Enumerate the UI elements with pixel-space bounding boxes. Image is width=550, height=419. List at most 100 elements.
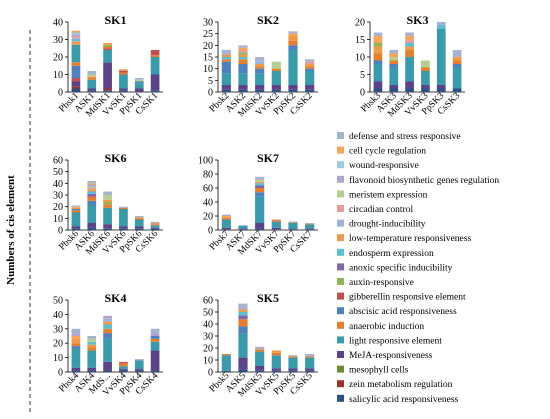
legend-swatch — [337, 336, 344, 344]
bar-segment — [221, 54, 231, 57]
bar-segment — [150, 74, 160, 91]
bar-segment — [255, 66, 265, 69]
bar-segment — [103, 90, 112, 92]
bar-segment — [71, 226, 81, 229]
sk4-ytick-label: 50 — [53, 296, 63, 307]
sk6-title: SK6 — [104, 151, 126, 165]
sk4-title: SK4 — [104, 291, 126, 305]
sk3-bar-ppsk3 — [436, 22, 446, 92]
bar-segment — [421, 88, 430, 92]
bar-segment — [405, 81, 414, 89]
bar-segment — [271, 370, 281, 372]
bar-segment — [119, 206, 128, 208]
bar-segment — [150, 225, 160, 228]
bar-segment — [103, 318, 112, 322]
bar-segment — [71, 86, 81, 89]
legend-label: salicylic acid responsiveness — [349, 395, 459, 405]
bar-segment — [87, 79, 97, 89]
legend-label: drought-inducibility — [349, 220, 426, 230]
bar-segment — [87, 197, 97, 201]
bar-segment — [288, 31, 298, 34]
legend-swatch — [337, 292, 344, 300]
bar-segment — [452, 64, 462, 68]
bar-segment — [255, 176, 265, 179]
bar-segment — [288, 33, 298, 36]
bar-segment — [389, 57, 399, 61]
bar-segment — [305, 357, 315, 369]
bar-segment — [405, 57, 414, 82]
bar-segment — [71, 30, 81, 33]
sk7-ytick-label: 0 — [208, 226, 213, 237]
bar-segment — [255, 64, 265, 67]
bar-segment — [238, 89, 248, 92]
bar-segment — [288, 228, 298, 230]
legend-label: gibberellin responsive element — [349, 293, 466, 303]
bar-segment — [134, 79, 144, 82]
legend-label: zein metabolism regulation — [349, 380, 453, 390]
bar-segment — [305, 71, 315, 85]
bar-segment — [238, 333, 248, 358]
bar-segment — [271, 229, 281, 230]
bar-segment — [150, 55, 160, 57]
bar-segment — [238, 45, 248, 48]
bar-segment — [103, 44, 112, 47]
bar-segment — [103, 333, 112, 339]
bar-segment — [452, 60, 462, 64]
legend-item: mesophyll cells — [337, 365, 409, 376]
bar-segment — [255, 351, 265, 366]
bar-segment — [150, 223, 160, 225]
bar-segment — [305, 85, 315, 90]
sk3-bar-pbsk3 — [373, 32, 383, 92]
legend-label: low-temperature responsiveness — [349, 234, 471, 244]
bar-segment — [373, 60, 383, 64]
bar-segment — [271, 355, 281, 369]
sk3-bar-ask3 — [389, 50, 399, 92]
bar-segment — [87, 76, 97, 78]
bar-segment — [134, 216, 144, 218]
bar-segment — [150, 350, 160, 371]
bar-segment — [238, 47, 248, 50]
bar-segment — [134, 219, 144, 227]
legend-swatch — [337, 234, 344, 242]
bar-segment — [255, 57, 265, 62]
bar-segment — [134, 218, 144, 220]
bar-segment — [87, 189, 97, 192]
bar-segment — [119, 228, 128, 230]
legend-item: auxin-responsive — [337, 278, 414, 288]
bar-segment — [134, 369, 144, 371]
sk7-title: SK7 — [257, 151, 279, 165]
bar-segment — [103, 62, 112, 89]
bar-segment — [150, 57, 160, 75]
sk2-title: SK2 — [257, 13, 279, 27]
legend-label: wound-responsive — [349, 161, 419, 171]
bar-segment — [221, 57, 231, 60]
sk6-ytick-label: 10 — [53, 214, 63, 225]
bar-segment — [103, 370, 112, 372]
sk2-ytick-label: 25 — [203, 29, 213, 40]
sk1-title: SK1 — [104, 13, 126, 27]
bar-segment — [71, 32, 81, 35]
bar-segment — [238, 303, 248, 308]
legend-swatch — [337, 263, 344, 271]
bar-segment — [119, 90, 128, 92]
bar-segment — [436, 29, 446, 85]
bar-segment — [255, 223, 265, 229]
sk3-ytick-label: 5 — [360, 70, 365, 81]
sk7-bar-ppsk7 — [288, 221, 298, 230]
bar-segment — [71, 39, 81, 42]
bar-segment — [221, 50, 231, 53]
bar-segment — [150, 341, 160, 351]
legend-swatch — [337, 146, 344, 154]
legend-item: meristem expression — [337, 190, 428, 200]
bar-segment — [238, 229, 248, 230]
bar-segment — [288, 370, 298, 372]
bar-segment — [238, 307, 248, 310]
legend-label: meristem expression — [349, 190, 428, 200]
bar-segment — [71, 88, 81, 92]
legend-label: endosperm expression — [349, 249, 434, 259]
sk3-bar-mdsk3 — [405, 32, 414, 92]
sk5-ytick-label: 50 — [203, 308, 213, 319]
sk4-ytick-label: 40 — [53, 310, 63, 321]
legend-swatch — [337, 321, 344, 329]
